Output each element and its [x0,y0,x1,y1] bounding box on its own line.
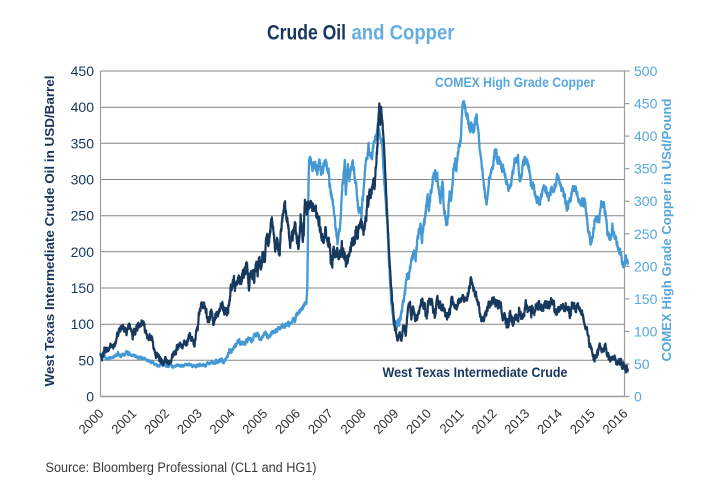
svg-text:250: 250 [71,208,95,224]
svg-text:West Texas Intermediate Crude: West Texas Intermediate Crude [383,364,568,380]
svg-text:100: 100 [71,316,95,332]
svg-text:300: 300 [71,172,95,188]
svg-text:100: 100 [634,323,658,339]
svg-text:0: 0 [634,389,642,405]
svg-text:COMEX High Grade Copper in USd: COMEX High Grade Copper in USd/Pound [659,98,674,361]
svg-text:0: 0 [86,389,94,405]
svg-text:200: 200 [634,258,658,274]
svg-text:300: 300 [634,193,658,209]
svg-text:350: 350 [71,135,95,151]
svg-text:400: 400 [71,99,95,115]
svg-text:450: 450 [71,63,95,79]
svg-text:450: 450 [634,96,658,112]
svg-text:Crude Oil: Crude Oil [267,22,346,45]
svg-text:250: 250 [634,226,658,242]
svg-text:400: 400 [634,128,658,144]
svg-text:50: 50 [634,356,650,372]
svg-text:150: 150 [634,291,658,307]
svg-text:150: 150 [71,280,95,296]
svg-text:and Copper: and Copper [352,22,455,45]
svg-text:50: 50 [78,352,94,368]
svg-text:Source: Bloomberg Professional: Source: Bloomberg Professional (CL1 and … [46,460,317,475]
svg-text:500: 500 [634,63,658,79]
svg-text:COMEX High Grade Copper: COMEX High Grade Copper [435,74,595,90]
svg-text:West Texas Intermediate Crude: West Texas Intermediate Crude Oil in USD… [42,76,57,387]
svg-text:350: 350 [634,161,658,177]
svg-text:200: 200 [71,244,95,260]
